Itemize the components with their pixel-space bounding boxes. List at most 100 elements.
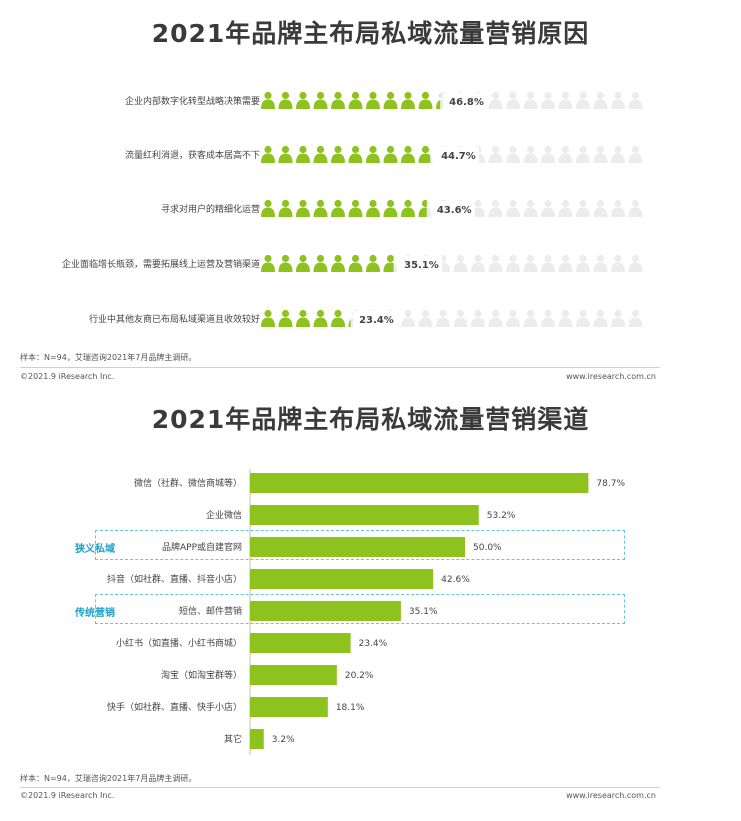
person-icon — [488, 145, 503, 163]
person-icon-filled — [331, 145, 345, 163]
value-label: 35.1% — [404, 260, 439, 271]
person-icon-filled — [313, 91, 328, 109]
person-icon — [611, 309, 625, 327]
value-label: 20.2% — [345, 671, 374, 681]
person-icon-filled — [261, 199, 275, 217]
bar — [250, 697, 328, 717]
person-icon — [628, 254, 643, 272]
person-icon — [506, 254, 520, 272]
person-icon — [541, 309, 555, 327]
person-icon — [576, 91, 590, 109]
person-icon-filled — [313, 145, 328, 163]
person-icon-filled — [278, 199, 293, 217]
value-label: 35.1% — [409, 607, 438, 617]
highlight-box-private — [95, 530, 625, 560]
person-icon-filled — [366, 199, 380, 217]
person-icon — [628, 91, 643, 109]
bar — [250, 729, 264, 749]
person-icon-filled — [278, 91, 293, 109]
value-label: 53.2% — [487, 511, 516, 521]
person-icon-filled — [366, 254, 380, 272]
person-icon — [576, 199, 590, 217]
person-icon — [558, 91, 573, 109]
category-label: 行业中其他友商已布局私域渠道且收效较好 — [89, 313, 260, 325]
bar — [250, 569, 434, 589]
value-label: 42.6% — [441, 575, 470, 585]
category-label: 抖音（如社群、直播、抖音小店） — [107, 573, 242, 585]
category-label: 其它 — [224, 733, 242, 745]
person-icon — [558, 145, 573, 163]
person-icon-filled — [366, 91, 380, 109]
person-icon — [628, 199, 643, 217]
category-label: 品牌APP或自建官网 — [162, 541, 242, 553]
person-icon-filled — [331, 309, 345, 327]
person-icon-partial — [348, 319, 351, 327]
footer-divider-2 — [20, 787, 660, 788]
chart2-title: 2021年品牌主布局私域流量营销渠道 — [151, 405, 590, 434]
category-label: 淘宝（如淘宝群等） — [161, 669, 242, 681]
person-icon — [506, 309, 520, 327]
person-icon-filled — [296, 145, 310, 163]
person-icon-filled — [383, 199, 398, 217]
person-icon-filled — [383, 145, 398, 163]
value-label: 44.7% — [441, 151, 476, 162]
person-icon — [541, 145, 555, 163]
person-icon — [611, 91, 625, 109]
person-icon — [593, 145, 608, 163]
sample-note-1: 样本：N=94，艾瑞咨询2021年7月品牌主调研。 — [20, 353, 197, 362]
value-label: 3.2% — [272, 735, 295, 745]
person-icon-filled — [418, 91, 433, 109]
value-label-bg — [430, 201, 475, 219]
pictogram-row — [261, 91, 643, 109]
person-icon-filled — [401, 145, 415, 163]
person-icon-filled — [296, 309, 310, 327]
person-icon — [541, 91, 555, 109]
person-icon-filled — [331, 254, 345, 272]
person-icon-filled — [313, 309, 328, 327]
person-icon-filled — [261, 254, 275, 272]
person-icon-filled — [348, 254, 363, 272]
person-icon-partial — [383, 254, 394, 272]
person-icon-filled — [313, 254, 328, 272]
person-icon-partial — [418, 145, 431, 163]
person-icon — [488, 309, 503, 327]
person-icon — [471, 309, 485, 327]
value-label: 50.0% — [473, 543, 502, 553]
value-label-bg — [443, 93, 488, 111]
person-icon-filled — [278, 309, 293, 327]
category-label: 短信、邮件营销 — [179, 605, 242, 617]
person-icon — [506, 145, 520, 163]
person-icon-filled — [401, 199, 415, 217]
value-label-bg — [435, 147, 480, 165]
person-icon — [628, 309, 643, 327]
person-icon — [593, 309, 608, 327]
category-label: 企业微信 — [206, 509, 242, 521]
person-icon-filled — [331, 199, 345, 217]
category-label: 小红书（如直播、小红书商城） — [116, 637, 242, 649]
person-icon-filled — [348, 199, 363, 217]
value-label-bg — [398, 256, 443, 274]
person-icon-filled — [348, 145, 363, 163]
person-icon — [558, 199, 573, 217]
person-icon — [611, 145, 625, 163]
person-icon-filled — [261, 145, 275, 163]
person-icon-filled — [278, 145, 293, 163]
person-icon — [541, 199, 555, 217]
category-label: 快手（如社群、直播、快手小店） — [107, 701, 242, 713]
person-icon — [523, 91, 538, 109]
person-icon-filled — [261, 309, 275, 327]
person-icon-filled — [296, 254, 310, 272]
person-icon — [593, 254, 608, 272]
person-icon — [628, 145, 643, 163]
person-icon — [611, 254, 625, 272]
person-icon-filled — [348, 91, 363, 109]
person-icon — [453, 254, 468, 272]
copyright-1: ©2021.9 iResearch Inc. — [20, 372, 115, 381]
tag-traditional-marketing: 传统营销 — [75, 608, 115, 619]
person-icon-filled — [383, 91, 398, 109]
value-label: 43.6% — [437, 205, 472, 216]
person-icon — [523, 309, 538, 327]
bar — [250, 505, 479, 525]
person-icon-filled — [296, 199, 310, 217]
person-icon — [558, 309, 573, 327]
